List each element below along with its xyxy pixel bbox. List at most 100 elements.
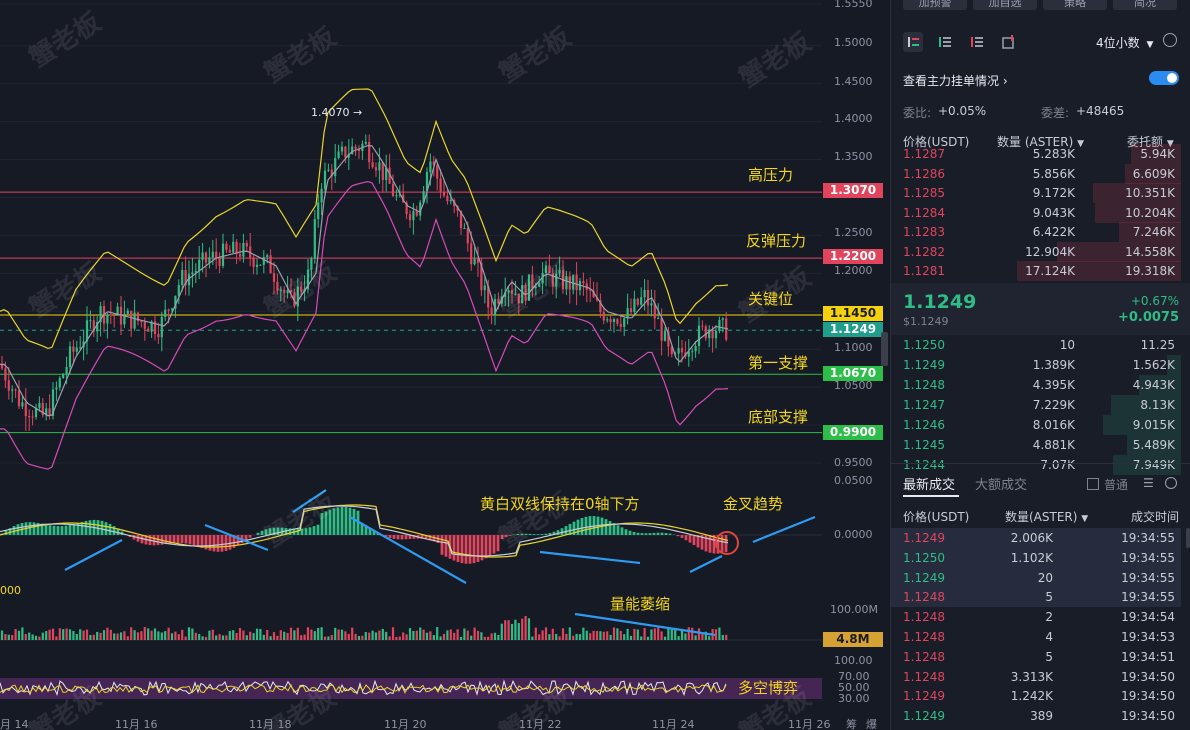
candle-body	[609, 319, 612, 323]
ask-row[interactable]: 1.1285 9.172K 10.351K	[891, 183, 1181, 203]
candle-body	[313, 219, 316, 259]
volume-bar	[269, 636, 272, 640]
tab-latest-trades[interactable]: 最新成交	[903, 478, 956, 493]
depth-toggle-switch[interactable]	[1149, 71, 1179, 85]
macd-histogram-bar	[260, 530, 264, 535]
x-axis-label: 月 14	[0, 718, 29, 730]
candle-body	[245, 243, 248, 247]
candle-body	[14, 389, 17, 391]
volume-bar	[24, 634, 27, 640]
chart-area[interactable]: 蟹老板 蟹老板 蟹老板 蟹老板 蟹老板 蟹老板 蟹老板 蟹老板 蟹老板 蟹老板 …	[0, 0, 888, 730]
macd-histogram-bar	[116, 528, 120, 535]
view-both-icon[interactable]	[903, 32, 923, 52]
macd-histogram-bar	[332, 508, 336, 535]
volume-bar	[527, 618, 531, 640]
macd-histogram-bar	[464, 535, 468, 564]
ask-qty: 5.283K	[1032, 147, 1075, 161]
macd-histogram-bar	[208, 535, 212, 551]
trade-row: 1.1249 389 19:34:50	[891, 706, 1181, 726]
volume-bar	[123, 631, 126, 640]
filter-icon[interactable]: ☰	[1143, 476, 1154, 490]
bid-row[interactable]: 1.1249 1.389K 1.562K	[891, 355, 1181, 375]
view-bids-icon[interactable]	[935, 32, 955, 52]
x-axis-label: 11月 26	[788, 718, 831, 730]
ask-amount: 6.609K	[1132, 166, 1175, 181]
macd-histogram-bar	[384, 535, 388, 537]
volume-bar	[364, 631, 367, 640]
macd-histogram-bar	[580, 518, 584, 535]
col-qty-header[interactable]: 数量 (ASTER) ▼	[997, 135, 1085, 149]
candle-body	[507, 290, 510, 293]
macd-histogram-bar	[176, 535, 180, 543]
ask-row[interactable]: 1.1281 17.124K 19.318K	[891, 261, 1181, 281]
candle-body	[320, 188, 323, 203]
ask-row[interactable]: 1.1283 6.422K 7.246K	[891, 222, 1181, 242]
decimals-select[interactable]: 4位小数 ▼	[1096, 34, 1153, 51]
candle-body	[0, 364, 4, 369]
favorite-button[interactable]: 加自选	[973, 0, 1037, 10]
panel-collapse-handle[interactable]	[881, 332, 888, 366]
macd-histogram-bar	[324, 511, 328, 535]
bid-price: 1.1244	[903, 458, 945, 472]
settings-icon[interactable]	[1165, 477, 1177, 489]
macd-histogram-bar	[536, 534, 540, 535]
ask-row[interactable]: 1.1286 5.856K 6.609K	[891, 163, 1181, 184]
candle-body	[143, 322, 146, 329]
volume-bar	[225, 635, 228, 640]
col-amount-header[interactable]: 委托额 ▼	[1127, 135, 1174, 149]
normal-checkbox[interactable]	[1087, 478, 1099, 490]
liquidation-button[interactable]: 爆	[866, 718, 877, 730]
volume-bar	[551, 628, 554, 640]
ask-row[interactable]: 1.1284 9.043K 10.204K	[891, 202, 1181, 223]
volume-bar	[143, 627, 146, 640]
macd-histogram-bar	[76, 522, 80, 535]
volume-bar	[391, 627, 395, 640]
candle-body	[164, 309, 167, 317]
candle-body	[504, 292, 507, 297]
volume-bar	[534, 627, 537, 640]
bid-row[interactable]: 1.1250 10 11.25	[891, 335, 1181, 355]
ask-qty: 12.904K	[1025, 244, 1075, 259]
candle-body	[667, 331, 670, 347]
x-axis-label: 11月 24	[652, 718, 695, 730]
macd-histogram-bar	[724, 535, 728, 553]
ask-price: 1.1281	[903, 264, 945, 278]
volume-bar	[41, 632, 44, 640]
candle-body	[167, 309, 170, 311]
candle-body	[582, 281, 585, 284]
candle-body	[527, 274, 531, 301]
trade-price: 1.1248	[903, 610, 945, 625]
bid-row[interactable]: 1.1248 4.395K 4.943K	[891, 375, 1181, 395]
chip-button[interactable]: 筹	[846, 718, 857, 730]
price-chart[interactable]	[0, 0, 888, 730]
candle-body	[422, 191, 425, 203]
tab-large-trades[interactable]: 大额成交	[975, 478, 1028, 493]
volume-bar	[242, 630, 245, 640]
bid-row[interactable]: 1.1244 7.07K 7.949K	[891, 455, 1181, 475]
candle-body	[160, 316, 163, 338]
ask-row[interactable]: 1.1287 5.283K 5.94K	[891, 144, 1181, 164]
volume-bar	[347, 633, 350, 640]
bid-row[interactable]: 1.1245 4.881K 5.489K	[891, 435, 1181, 455]
trade-col-qty[interactable]: 数量(ASTER) ▼	[1005, 510, 1089, 524]
alert-button[interactable]: 加预警	[903, 0, 967, 10]
price-axis-label: 1.1000	[834, 341, 873, 354]
candle-body	[255, 264, 259, 267]
strategy-button[interactable]: 策略	[1043, 0, 1107, 10]
trade-time: 19:34:50	[1121, 709, 1175, 724]
volume-bar	[663, 636, 667, 640]
volume-bar	[327, 636, 330, 640]
macd-histogram-bar	[40, 523, 44, 535]
ask-row[interactable]: 1.1282 12.904K 14.558K	[891, 241, 1181, 262]
bid-row[interactable]: 1.1247 7.229K 8.13K	[891, 395, 1181, 415]
bid-row[interactable]: 1.1246 8.016K 9.015K	[891, 415, 1181, 435]
view-large-icon[interactable]	[999, 32, 1019, 52]
macd-histogram-bar	[540, 534, 544, 535]
volume-bar	[548, 634, 551, 640]
settings-icon[interactable]	[1163, 33, 1177, 47]
macd-histogram-bar	[640, 533, 644, 535]
scrollbar[interactable]	[1186, 528, 1190, 548]
overview-button[interactable]: 简况	[1113, 0, 1177, 10]
candle-body	[153, 321, 157, 335]
view-asks-icon[interactable]	[967, 32, 987, 52]
